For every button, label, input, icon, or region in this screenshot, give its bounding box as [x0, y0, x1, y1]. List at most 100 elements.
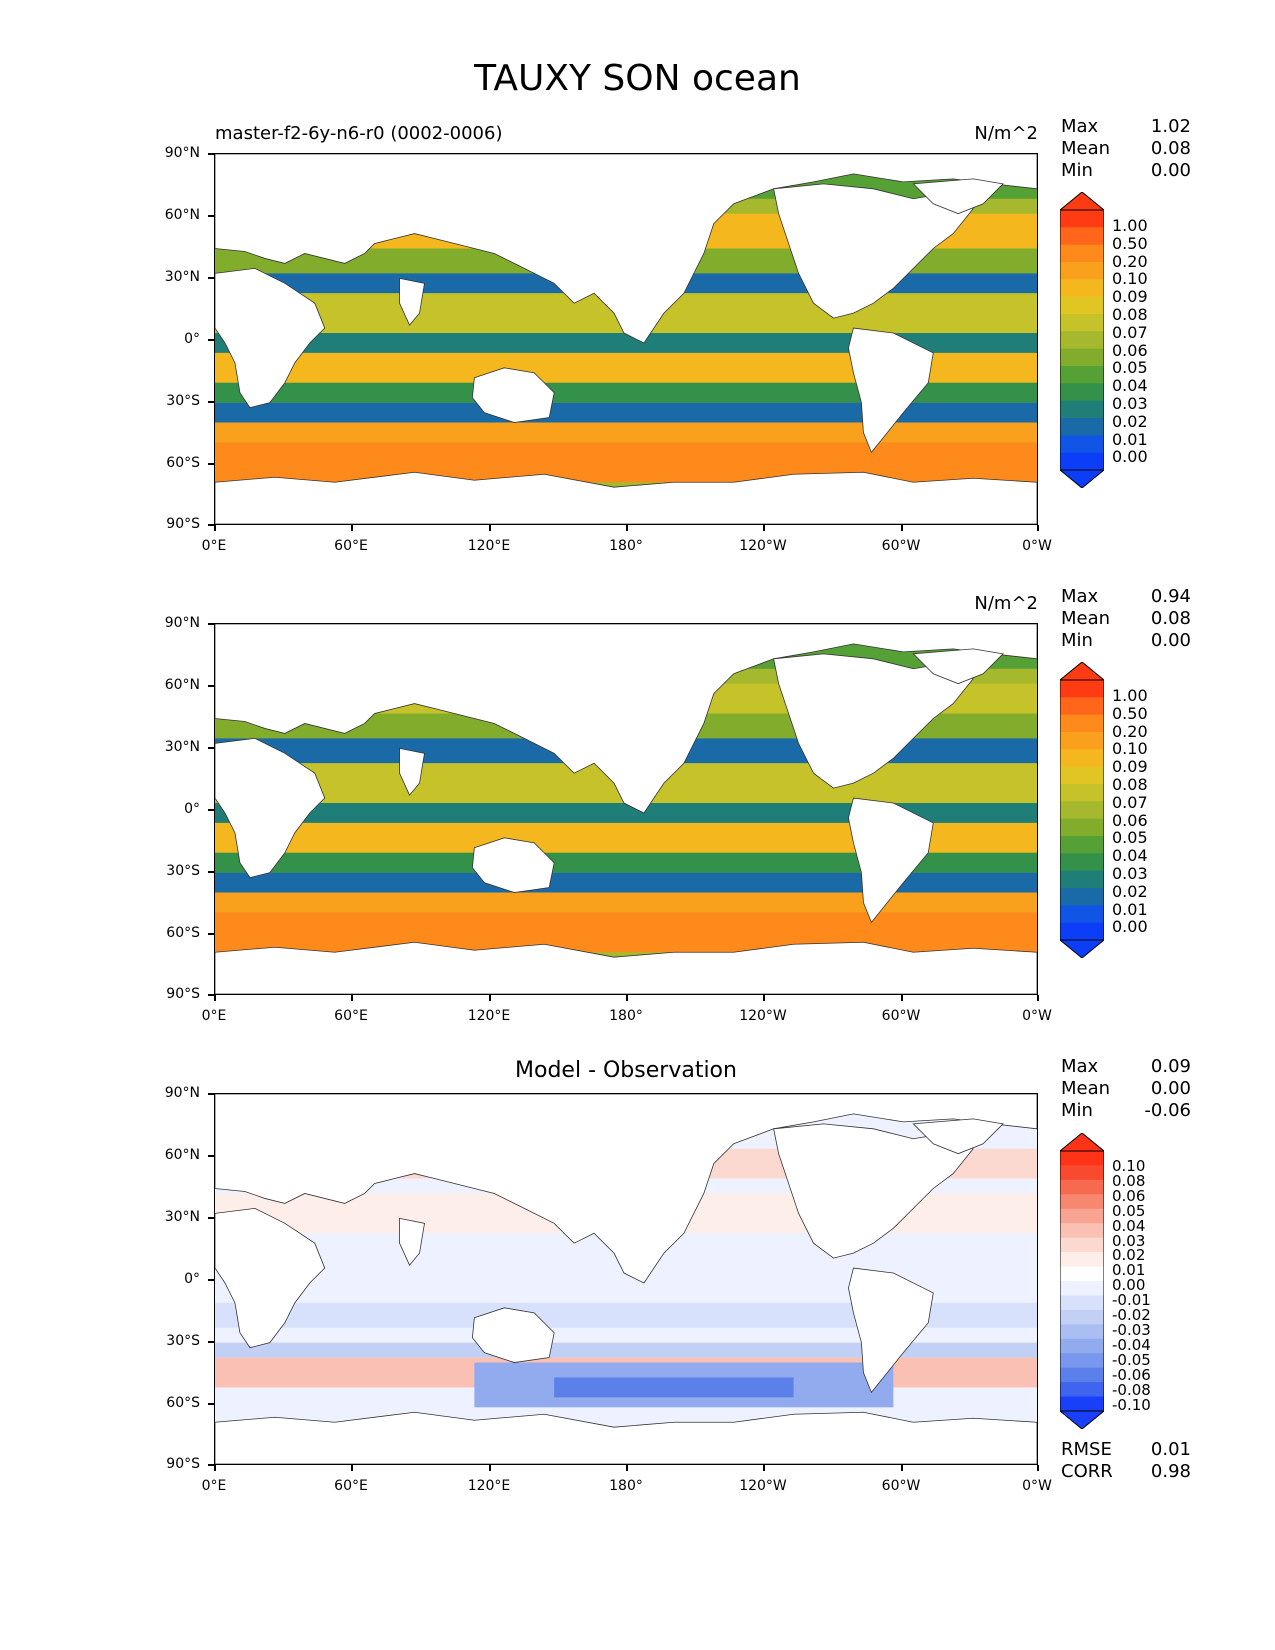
colorbar-segment [1060, 888, 1104, 906]
lon-tick: 180° [609, 538, 643, 554]
colorbar-segment [1060, 1266, 1104, 1282]
lat-tick: 90°N [164, 615, 200, 631]
colorbar-segment [1060, 1151, 1104, 1166]
lon-tick: 0°E [201, 1008, 227, 1024]
lon-tick: 0°W [1022, 1478, 1052, 1494]
lat-tick: 0° [184, 1271, 200, 1287]
colorbar-segment [1060, 1165, 1104, 1181]
colorbar-segment [1060, 1338, 1104, 1354]
lat-tick: 0° [184, 801, 200, 817]
colorbar-segment [1060, 1194, 1104, 1210]
colorbar-difference-ticks: 0.10 0.08 0.06 0.05 0.04 0.03 0.02 0.01 0.00 -… [1112, 1157, 1151, 1414]
colorbar-segment [1060, 1281, 1104, 1296]
colorbar-segment [1060, 818, 1104, 837]
stats-model: Max 1.02 Mean 0.08 Min 0.00 [1061, 116, 1191, 181]
field-observation [215, 624, 1037, 994]
lat-tick: 0° [184, 331, 200, 347]
colorbar-segment [1060, 244, 1104, 263]
lat-tick: 90°N [164, 145, 200, 161]
colorbar-segment [1060, 1237, 1104, 1253]
colorbar-observation [1060, 662, 1104, 958]
lat-tick: 30°S [166, 393, 200, 409]
colorbar-segment [1060, 1324, 1104, 1340]
lon-tick: 60°W [881, 1008, 921, 1024]
colorbar-observation-ticks: 1.00 0.50 0.20 0.10 0.09 0.08 0.07 0.06 0.05 0… [1112, 686, 1148, 937]
colorbar-model [1060, 192, 1104, 488]
lat-tick: 90°S [166, 516, 200, 532]
colorbar-segment [1060, 870, 1104, 889]
lon-tick: 120°W [739, 1478, 787, 1494]
lat-tick: 60°S [166, 925, 200, 941]
colorbar-segment [1060, 1208, 1104, 1224]
units-label: N/m^2 [974, 593, 1038, 614]
lon-tick: 120°E [467, 1008, 511, 1024]
colorbar-difference [1060, 1133, 1104, 1429]
lat-tick: 30°N [164, 739, 200, 755]
colorbar-segment [1060, 905, 1104, 924]
panel-difference: Model - Observation 90°N 60°N 30°N 0° 30… [164, 1056, 1191, 1494]
colorbar-model-ticks: 1.00 0.50 0.20 0.10 0.09 0.08 0.07 0.06 0.05 0… [1112, 216, 1148, 467]
colorbar-segment [1060, 314, 1104, 332]
colorbar-segment [1060, 697, 1104, 716]
colorbar-segment [1060, 749, 1104, 768]
lon-tick: 60°W [881, 538, 921, 554]
map-observation [214, 623, 1038, 995]
colorbar-segment [1060, 1396, 1104, 1412]
lat-tick: 60°S [166, 455, 200, 471]
colorbar-segment [1060, 383, 1104, 402]
colorbar-segment [1060, 853, 1104, 872]
colorbar-segment [1060, 1353, 1104, 1369]
colorbar-segment [1060, 348, 1104, 367]
colorbar-segment [1060, 801, 1104, 820]
lon-tick: 120°W [739, 538, 787, 554]
lat-tick: 90°N [164, 1085, 200, 1101]
colorbar-segment [1060, 766, 1104, 785]
lat-tick: 60°S [166, 1395, 200, 1411]
colorbar-segment [1060, 1295, 1104, 1311]
colorbar-segment [1060, 262, 1104, 280]
metrics-difference: RMSE 0.01 CORR 0.98 [1061, 1439, 1191, 1482]
colorbar-segment [1060, 1252, 1104, 1268]
lon-tick: 60°E [334, 1478, 368, 1494]
colorbar-segment [1060, 836, 1104, 854]
lat-tick: 60°N [164, 677, 200, 693]
lon-tick: 0°E [201, 1478, 227, 1494]
field-model [215, 154, 1037, 524]
lon-tick: 60°E [334, 538, 368, 554]
lat-tick: 30°S [166, 1333, 200, 1349]
colorbar-segment [1060, 400, 1104, 419]
lon-tick: 120°W [739, 1008, 787, 1024]
lat-tick: 60°N [164, 207, 200, 223]
colorbar-segment [1060, 418, 1104, 436]
colorbar-segment [1060, 732, 1104, 750]
lon-tick: 180° [609, 1008, 643, 1024]
model-run-label: master-f2-6y-n6-r0 (0002-0006) [215, 123, 503, 144]
colorbar-segment [1060, 296, 1104, 315]
lat-tick: 90°S [166, 986, 200, 1002]
colorbar-segment [1060, 680, 1104, 698]
colorbar-segment [1060, 714, 1104, 733]
lon-tick: 0°E [201, 538, 227, 554]
colorbar-segment [1060, 210, 1104, 228]
lon-tick: 0°W [1022, 538, 1052, 554]
lon-tick: 60°W [881, 1478, 921, 1494]
stats-difference: Max 0.09 Mean 0.00 Min -0.06 [1061, 1056, 1191, 1121]
lon-tick: 180° [609, 1478, 643, 1494]
colorbar-segment [1060, 279, 1104, 298]
panel-observation: N/m^2 90°N 60°N 30°N 0° 30°S 60°S 90°S [164, 586, 1191, 1024]
colorbar-segment [1060, 1309, 1104, 1325]
lon-tick: 120°E [467, 538, 511, 554]
map-model [214, 153, 1038, 525]
lat-tick: 60°N [164, 1147, 200, 1163]
units-label: N/m^2 [974, 123, 1038, 144]
lon-tick: 0°W [1022, 1008, 1052, 1024]
colorbar-segment [1060, 227, 1104, 246]
colorbar-segment [1060, 1179, 1104, 1195]
colorbar-segment [1060, 784, 1104, 802]
figure-title: TAUXY SON ocean [474, 58, 801, 99]
colorbar-segment [1060, 1382, 1104, 1398]
map-difference [214, 1093, 1038, 1465]
colorbar-segment [1060, 1223, 1104, 1239]
panel-model: master-f2-6y-n6-r0 (0002-0006) N/m^2 90°… [0, 0, 1275, 560]
colorbar-segment [1060, 922, 1104, 941]
